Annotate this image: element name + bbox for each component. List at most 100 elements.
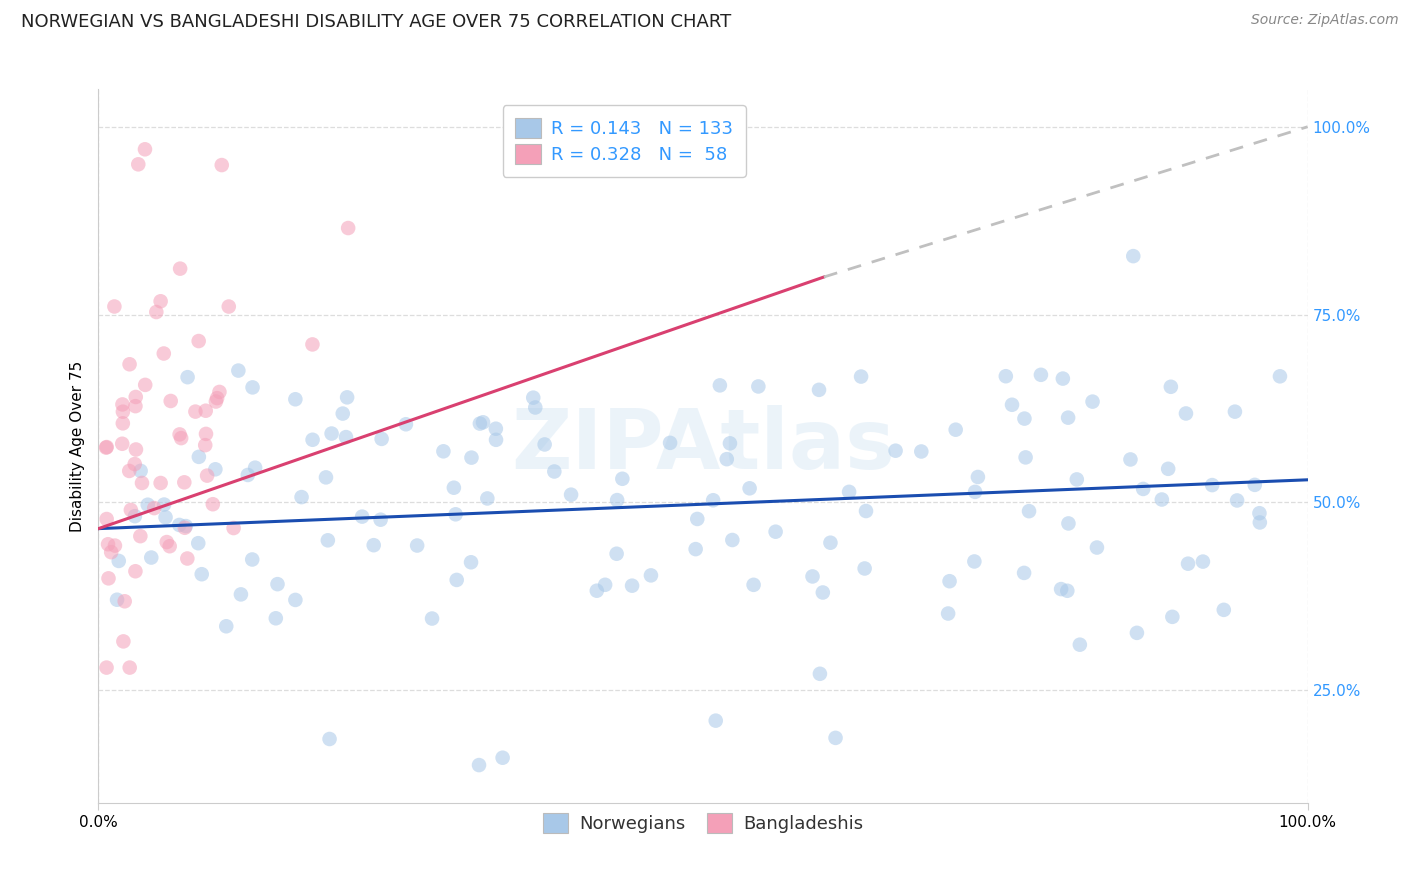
Point bbox=[242, 380, 264, 394]
Point bbox=[1174, 407, 1197, 421]
Point bbox=[145, 305, 167, 319]
Point bbox=[443, 481, 465, 495]
Point bbox=[1268, 369, 1291, 384]
Y-axis label: Disability Age Over 75: Disability Age Over 75 bbox=[69, 360, 84, 532]
Point bbox=[211, 158, 233, 172]
Point bbox=[363, 538, 385, 552]
Point bbox=[606, 547, 628, 561]
Point bbox=[1012, 566, 1035, 580]
Point bbox=[96, 440, 118, 454]
Point bbox=[716, 452, 738, 467]
Point bbox=[97, 537, 120, 551]
Point bbox=[222, 521, 245, 535]
Point bbox=[938, 574, 960, 589]
Point bbox=[318, 731, 340, 746]
Point bbox=[1243, 478, 1265, 492]
Point bbox=[1223, 404, 1246, 418]
Point bbox=[612, 472, 634, 486]
Point bbox=[524, 401, 547, 415]
Point bbox=[994, 369, 1017, 384]
Point bbox=[1201, 478, 1223, 492]
Point bbox=[1001, 398, 1024, 412]
Point bbox=[111, 405, 134, 419]
Point bbox=[316, 533, 339, 548]
Point bbox=[114, 594, 136, 608]
Point bbox=[208, 384, 231, 399]
Point bbox=[967, 470, 990, 484]
Point bbox=[370, 432, 392, 446]
Point bbox=[125, 442, 148, 457]
Point bbox=[301, 337, 323, 351]
Point bbox=[1212, 603, 1234, 617]
Point bbox=[284, 392, 307, 407]
Point bbox=[127, 157, 149, 171]
Point bbox=[284, 593, 307, 607]
Point bbox=[704, 714, 727, 728]
Point bbox=[129, 529, 152, 543]
Point bbox=[120, 503, 142, 517]
Point bbox=[228, 363, 250, 377]
Point bbox=[173, 521, 195, 535]
Point bbox=[742, 578, 765, 592]
Point bbox=[159, 539, 181, 553]
Text: Source: ZipAtlas.com: Source: ZipAtlas.com bbox=[1251, 13, 1399, 28]
Point bbox=[159, 394, 181, 409]
Point bbox=[468, 758, 491, 772]
Point bbox=[460, 450, 482, 465]
Point bbox=[153, 498, 176, 512]
Point bbox=[96, 512, 118, 526]
Point bbox=[1177, 557, 1199, 571]
Point bbox=[420, 611, 443, 625]
Point bbox=[395, 417, 418, 432]
Point bbox=[702, 493, 724, 508]
Point bbox=[100, 545, 122, 559]
Point bbox=[685, 542, 707, 557]
Point bbox=[1085, 541, 1108, 555]
Point bbox=[124, 399, 146, 413]
Point bbox=[945, 423, 967, 437]
Point bbox=[808, 383, 831, 397]
Point bbox=[1050, 582, 1073, 596]
Point bbox=[444, 508, 467, 522]
Point bbox=[446, 573, 468, 587]
Point bbox=[522, 391, 544, 405]
Point bbox=[240, 552, 263, 566]
Point bbox=[1119, 452, 1142, 467]
Point bbox=[134, 142, 156, 156]
Point bbox=[718, 436, 741, 450]
Point bbox=[370, 513, 392, 527]
Point bbox=[149, 294, 172, 309]
Point bbox=[1160, 380, 1182, 394]
Point bbox=[811, 585, 834, 599]
Point bbox=[1132, 482, 1154, 496]
Point bbox=[169, 427, 191, 442]
Point bbox=[96, 660, 118, 674]
Point bbox=[169, 261, 191, 276]
Point bbox=[1192, 555, 1215, 569]
Point bbox=[169, 518, 191, 533]
Text: NORWEGIAN VS BANGLADESHI DISABILITY AGE OVER 75 CORRELATION CHART: NORWEGIAN VS BANGLADESHI DISABILITY AGE … bbox=[21, 13, 731, 31]
Point bbox=[124, 457, 146, 471]
Point bbox=[332, 407, 354, 421]
Point bbox=[321, 426, 343, 441]
Point bbox=[855, 504, 877, 518]
Point bbox=[849, 369, 872, 384]
Point bbox=[229, 587, 252, 601]
Point bbox=[290, 490, 312, 504]
Point bbox=[195, 468, 218, 483]
Point bbox=[820, 535, 842, 549]
Point bbox=[491, 750, 513, 764]
Point bbox=[853, 561, 876, 575]
Point bbox=[1066, 472, 1088, 486]
Point bbox=[104, 539, 127, 553]
Point bbox=[205, 391, 228, 405]
Point bbox=[129, 464, 152, 478]
Point bbox=[406, 539, 429, 553]
Point bbox=[155, 510, 177, 524]
Point bbox=[152, 346, 174, 360]
Point bbox=[936, 607, 959, 621]
Point bbox=[709, 378, 731, 392]
Point bbox=[640, 568, 662, 582]
Point bbox=[686, 512, 709, 526]
Point bbox=[149, 475, 172, 490]
